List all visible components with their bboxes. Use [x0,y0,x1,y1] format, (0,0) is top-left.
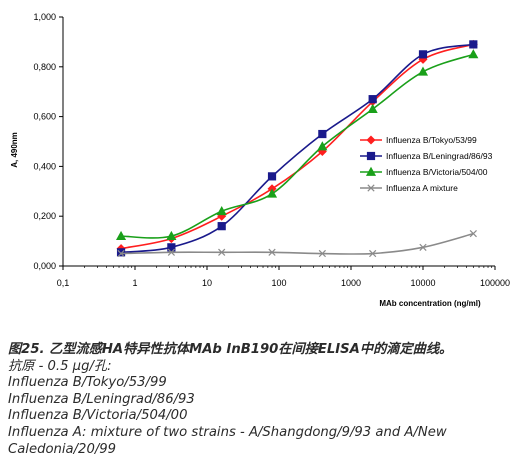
x-tick-label: 0,1 [57,278,70,288]
data-point [216,205,227,216]
data-point [166,230,177,240]
series-3 [115,49,479,240]
legend-item: Influenza B/Leningrad/86/93 [360,151,493,161]
y-tick-label: 1,000 [33,12,56,22]
data-point [317,141,328,151]
x-tick-label: 10 [202,278,212,288]
series-line [120,43,474,250]
data-point [369,249,377,258]
data-point [468,49,479,59]
legend-item: Influenza B/Victoria/504/00 [360,166,488,177]
chart: 0,000 0,200 0,400 0,600 0,800 1,000 0,1 1 10 100 1… [10,12,510,308]
data-point [318,129,327,139]
data-point [419,243,427,251]
caption-line: Caledonia/20/99 [8,441,117,457]
data-point [266,188,278,198]
caption-line: Influenza B/Tokyo/53/99 [8,375,167,391]
x-tick-label: 100000 [480,278,510,288]
data-point [167,243,176,252]
legend-label: Influenza B/Leningrad/86/93 [386,151,493,161]
series-line [121,53,474,239]
x-marker-stroke [369,249,377,258]
series-line [120,43,474,254]
x-marker-stroke [419,243,427,251]
x-tick-label: 1 [132,278,137,288]
caption-line: 抗原 - 0.5 μg/孔: [8,358,112,374]
x-tick-label: 1000 [341,278,361,288]
y-tick-label: 0,600 [33,112,56,122]
data-point [217,222,226,231]
x-marker-stroke [367,184,375,192]
x-tick-label: 100 [271,278,286,288]
data-point [268,248,276,256]
data-point [469,230,477,238]
caption-title: 图25. 乙型流感HA特异性抗体MAb InB190在间接ELISA中的滴定曲线… [8,342,453,357]
legend-label: Influenza B/Tokyo/53/99 [386,135,477,145]
data-point [368,95,377,104]
legend-marker [367,184,375,192]
caption-line: Influenza A: mixture of two strains - A/… [8,424,447,440]
figure-caption: 图25. 乙型流感HA特异性抗体MAb InB190在间接ELISA中的滴定曲线… [8,342,524,458]
series-4 [117,230,477,258]
legend-label: Influenza A mixture [386,183,458,193]
series-line [121,232,474,255]
legend: Influenza B/Tokyo/53/99 Influenza B/Lenin… [360,135,493,193]
series-2 [116,40,478,257]
data-point [417,66,429,76]
data-point [167,248,175,256]
caption-line: Influenza B/Leningrad/86/93 [8,391,195,407]
axes: 0,000 0,200 0,400 0,600 0,800 1,000 0,1 1 10 100 1… [33,12,510,288]
legend-marker [366,135,376,145]
data-point [367,103,378,113]
data-point [469,40,478,49]
legend-label: Influenza B/Victoria/504/00 [386,167,488,177]
legend-item: Influenza A mixture [360,183,458,193]
y-tick-label: 0,200 [33,211,56,221]
x-marker-stroke [318,249,326,258]
legend-marker [365,166,377,176]
legend-item: Influenza B/Tokyo/53/99 [360,135,477,145]
series-layer [115,39,479,258]
x-marker-stroke [167,248,175,256]
y-tick-label: 0,800 [33,62,56,72]
x-marker-stroke [268,248,276,256]
x-marker-stroke [218,248,226,256]
y-axis-label: A, 490nm [10,132,19,168]
y-tick-label: 0,000 [33,261,56,271]
data-point [115,230,127,240]
x-marker-stroke [469,230,477,238]
data-point [418,50,428,59]
y-tick-label: 0,400 [33,161,56,171]
data-point [318,249,326,258]
data-point [267,172,277,181]
caption-line: Influenza B/Victoria/504/00 [8,408,188,424]
x-marker-stroke [117,249,125,258]
x-axis-label: MAb concentration (ng/ml) [379,299,481,308]
data-point [218,248,226,256]
x-tick-label: 10000 [410,278,435,288]
data-point [116,248,126,257]
data-point [117,249,125,258]
legend-marker [366,151,376,161]
